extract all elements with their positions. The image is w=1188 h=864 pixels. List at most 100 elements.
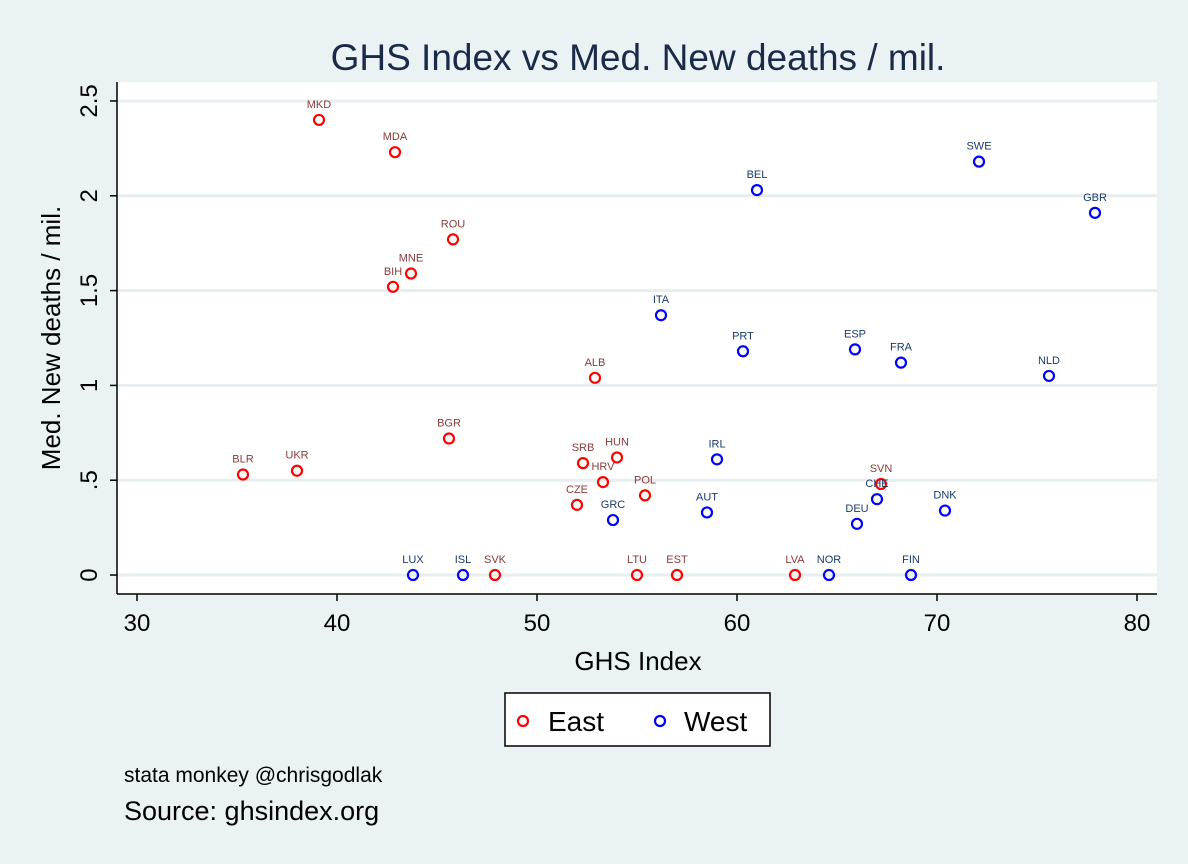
point-label-swe: SWE (966, 141, 991, 153)
point-label-alb: ALB (585, 357, 606, 369)
point-label-blr: BLR (232, 454, 253, 466)
point-hun (610, 451, 624, 464)
x-tick-label: 50 (524, 610, 551, 637)
point-label-lva: LVA (785, 554, 805, 566)
point-grc (606, 513, 620, 527)
legend-west-marker (653, 714, 667, 728)
point-ukr (290, 464, 304, 477)
point-label-esp: ESP (844, 328, 866, 340)
point-mkd (312, 113, 326, 127)
credit-note: stata monkey @chrisgodlak (124, 764, 383, 787)
point-blr (236, 468, 250, 481)
plot-area (117, 82, 1157, 594)
point-label-dnk: DNK (933, 490, 957, 502)
y-tick-label: 1 (76, 379, 103, 392)
point-esp (848, 343, 862, 356)
y-tick-label: 2 (76, 189, 103, 202)
point-label-nld: NLD (1038, 355, 1060, 367)
x-axis-label: GHS Index (574, 646, 701, 676)
point-lux (406, 568, 420, 582)
point-bgr (442, 432, 456, 445)
point-label-grc: GRC (601, 499, 626, 511)
point-svn (874, 477, 888, 491)
point-label-pol: POL (634, 474, 656, 486)
point-label-ltu: LTU (627, 554, 647, 566)
y-axis-label: Med. New deaths / mil. (36, 206, 66, 470)
point-label-bih: BIH (384, 266, 402, 278)
point-label-gbr: GBR (1083, 192, 1107, 204)
point-nor (822, 568, 836, 582)
source-note: Source: ghsindex.org (124, 796, 380, 826)
point-aut (700, 506, 714, 519)
point-label-hun: HUN (605, 436, 629, 448)
point-che (870, 493, 884, 506)
point-deu (850, 517, 864, 530)
point-ita (654, 309, 668, 322)
legend-west-label: West (684, 706, 747, 737)
point-label-lux: LUX (402, 554, 424, 566)
point-mda (388, 146, 402, 159)
point-irl (710, 453, 724, 466)
point-mne (404, 267, 418, 280)
x-tick-label: 40 (324, 610, 351, 637)
legend-box (504, 692, 771, 747)
point-bih (386, 280, 400, 293)
x-tick-label: 30 (124, 610, 151, 637)
point-fra (894, 356, 908, 369)
point-label-mne: MNE (399, 253, 423, 265)
axes: 0 .5 1 1.5 2 2.5 30 40 50 60 70 80 (76, 82, 1157, 637)
x-tick-label: 60 (724, 610, 751, 637)
point-label-isl: ISL (455, 554, 472, 566)
point-label-fin: FIN (902, 554, 920, 566)
point-label-prt: PRT (732, 330, 754, 342)
point-label-srb: SRB (572, 442, 595, 454)
point-label-svk: SVK (484, 554, 507, 566)
point-nld (1042, 369, 1056, 383)
point-swe (972, 155, 986, 168)
point-label-ita: ITA (653, 294, 670, 306)
point-bel (750, 183, 764, 197)
point-pol (638, 489, 652, 502)
grid-lines (117, 99, 1157, 577)
legend-east-marker (516, 714, 530, 728)
legend-east-label: East (548, 706, 604, 737)
point-rou (446, 233, 460, 246)
y-tick-label: .5 (76, 470, 103, 490)
point-label-rou: ROU (441, 218, 466, 230)
point-lva (788, 568, 802, 582)
point-label-irl: IRL (708, 438, 725, 450)
point-label-cze: CZE (566, 484, 588, 496)
point-label-est: EST (666, 554, 688, 566)
chart-title: GHS Index vs Med. New deaths / mil. (331, 37, 946, 78)
point-hrv (596, 476, 610, 489)
point-label-bel: BEL (747, 169, 768, 181)
point-svk (488, 568, 502, 582)
point-prt (736, 345, 750, 358)
point-label-mkd: MKD (307, 99, 332, 111)
point-gbr (1088, 206, 1102, 219)
point-label-aut: AUT (696, 491, 718, 503)
point-label-mda: MDA (383, 131, 408, 143)
point-label-bgr: BGR (437, 418, 461, 430)
point-label-fra: FRA (890, 342, 913, 354)
point-label-hrv: HRV (591, 461, 615, 473)
point-fin (904, 568, 918, 582)
point-srb (576, 457, 590, 470)
point-label-deu: DEU (845, 503, 868, 515)
point-cze (570, 498, 584, 511)
point-label-ukr: UKR (285, 450, 308, 462)
point-isl (456, 568, 470, 582)
y-tick-label: 0 (76, 568, 103, 581)
point-ltu (630, 568, 644, 582)
point-label-svn: SVN (870, 463, 893, 475)
legend: East West (504, 692, 771, 747)
point-label-nor: NOR (817, 554, 842, 566)
x-tick-label: 80 (1124, 610, 1151, 637)
y-tick-label: 2.5 (76, 84, 103, 117)
y-tick-label: 1.5 (76, 274, 103, 307)
point-dnk (938, 504, 952, 517)
x-tick-label: 70 (924, 610, 951, 637)
point-label-che: CHE (865, 478, 888, 490)
